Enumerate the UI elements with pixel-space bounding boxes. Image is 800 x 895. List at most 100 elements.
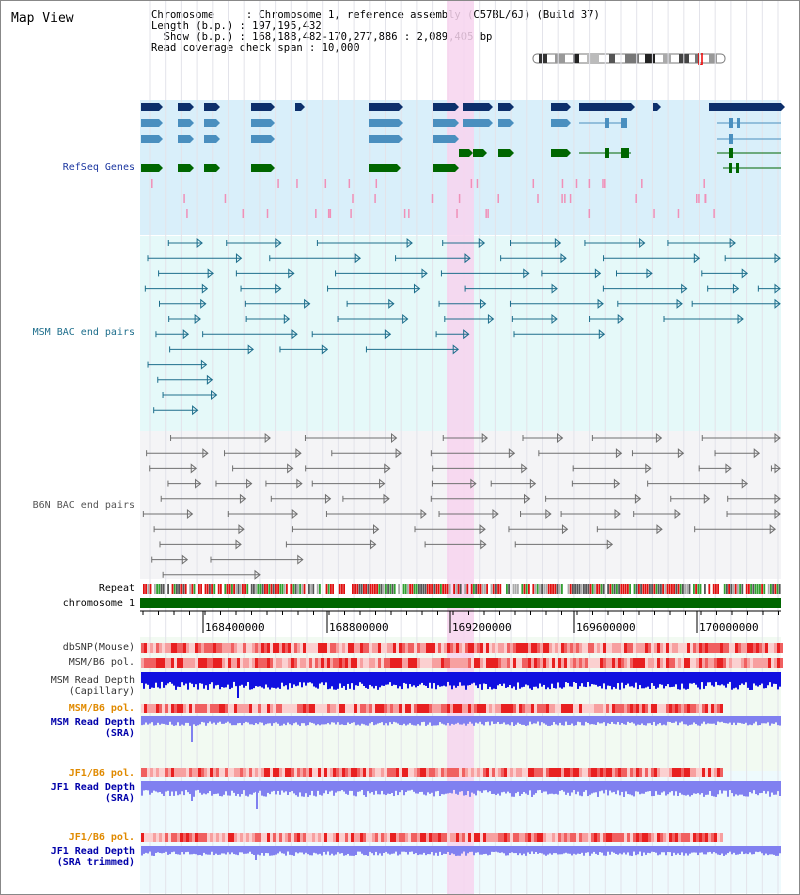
msm-sra-depth-bar [283,716,285,724]
msm-depth-bar [533,672,535,687]
track-label-jf1-depth-sra-trimmed[interactable]: JF1 Read Depth (SRA trimmed) [50,846,135,868]
dbsnp-mark [573,643,576,653]
msm-sra-depth-bar [727,716,729,724]
jf1-trim-depth-bar [613,846,615,853]
jf1-depth-bar [381,781,383,791]
jf1-depth-bar [675,781,677,792]
gene-exon [709,103,781,111]
jf1-depth-bar [595,781,597,793]
jf1-trim-depth-bar [473,846,475,856]
dbsnp-mark [756,643,759,653]
jf1-depth-bar [751,781,753,794]
dbsnp-mark [333,643,336,653]
msm-pol-mark [153,658,156,668]
bac-end-arrow [202,448,209,459]
track-label-msm-bac[interactable]: MSM BAC end pairs [32,327,135,338]
msm-depth-bar [179,672,181,688]
msm-depth-bar [645,672,647,688]
dbsnp-mark [417,643,420,653]
msm-sra-depth-bar [613,716,615,724]
jf1-pol-trim-mark [249,833,252,842]
jf1-pol-trim-mark [153,833,156,842]
track-label-msm-b6-pol-2[interactable]: MSM/B6 pol. [68,703,135,714]
track-label-msm-depth-sra[interactable]: MSM Read Depth (SRA) [50,717,135,739]
jf1-trim-depth-bar [487,846,489,856]
msm-pol-mark [687,658,690,668]
jf1-depth-bar [741,781,743,795]
track-label-repeat[interactable]: Repeat [98,583,135,594]
msm-pol-sra-mark [390,704,393,713]
msm-sra-depth-bar [315,716,317,726]
msm-sra-depth-bar [273,716,275,724]
gene-strand-arrow [397,164,401,172]
msm-depth-bar [705,672,707,686]
msm-pol-mark [660,658,663,668]
repeat-element [640,584,642,594]
repeat-element [545,584,548,594]
snp-mark [564,194,566,203]
track-label-msm-depth-capillary[interactable]: MSM Read Depth (Capillary) [50,675,135,697]
jf1-pol-mark [432,768,435,777]
msm-sra-depth-bar [605,716,607,726]
track-label-jf1-depth-sra[interactable]: JF1 Read Depth (SRA) [50,782,135,804]
repeat-element [776,584,779,594]
jf1-pol-mark [669,768,672,777]
jf1-trim-depth-bar [193,846,195,854]
bac-end-arrow [556,432,564,444]
jf1-pol-mark [141,768,144,777]
msm-depth-bar [731,672,733,690]
msm-sra-depth-bar [367,716,369,726]
track-label-msm-b6-pol-1[interactable]: MSM/B6 pol. [68,657,135,668]
jf1-depth-bar [349,781,351,791]
dbsnp-mark [147,643,150,653]
msm-depth-bar [307,672,309,683]
track-label-refseq[interactable]: RefSeq Genes [62,162,135,173]
track-label-dbsnp[interactable]: dbSNP(Mouse) [62,642,135,653]
jf1-pol-trim-mark [693,833,696,842]
msm-pol-mark [369,658,372,668]
jf1-pol-trim-mark [585,833,588,842]
msm-pol-sra-mark [468,704,471,713]
bac-end-arrow [769,524,776,535]
jf1-trim-depth-bar [697,846,699,856]
jf1-pol-trim-mark [321,833,324,842]
track-label-b6n-bac[interactable]: B6N BAC end pairs [32,500,135,511]
msm-depth-bar [465,672,467,690]
jf1-depth-bar [371,781,373,793]
jf1-trim-depth-bar [607,846,609,852]
repeat-element [539,584,541,594]
msm-pol-sra-mark [222,704,225,713]
dbsnp-mark [582,643,585,653]
repeat-element [279,584,282,594]
msm-pol-sra-mark [450,704,453,713]
msm-sra-depth-bar [369,716,371,724]
msm-depth-bar [369,672,371,685]
jf1-trim-depth-bar [269,846,271,856]
track-label-jf1-b6-pol-1[interactable]: JF1/B6 pol. [68,768,135,779]
jf1-pol-mark [381,768,384,777]
bac-end-arrow [480,539,487,550]
jf1-trim-depth-bar [277,846,279,854]
bac-end-arrow [195,478,202,489]
msm-pol-mark [696,658,699,668]
msm-sra-depth-bar [509,716,511,726]
msm-sra-depth-bar [495,716,497,724]
jf1-depth-bar [413,781,415,792]
msm-depth-bar [171,672,173,684]
msm-depth-bar [567,672,569,683]
msm-depth-bar [429,672,431,683]
jf1-depth-bar [365,781,367,797]
msm-sra-depth-bar [631,716,633,723]
jf1-depth-bar [411,781,413,790]
repeat-element [646,584,649,594]
msm-depth-bar [641,672,643,689]
msm-pol-sra-mark [471,704,474,713]
repeat-element [521,584,524,594]
jf1-trim-depth-bar [315,846,317,854]
track-label-jf1-b6-pol-2[interactable]: JF1/B6 pol. [68,832,135,843]
dbsnp-mark [387,643,390,653]
gene-strand-arrow [489,119,493,127]
msm-depth-bar [363,672,365,686]
msm-pol-sra-mark [399,704,402,713]
